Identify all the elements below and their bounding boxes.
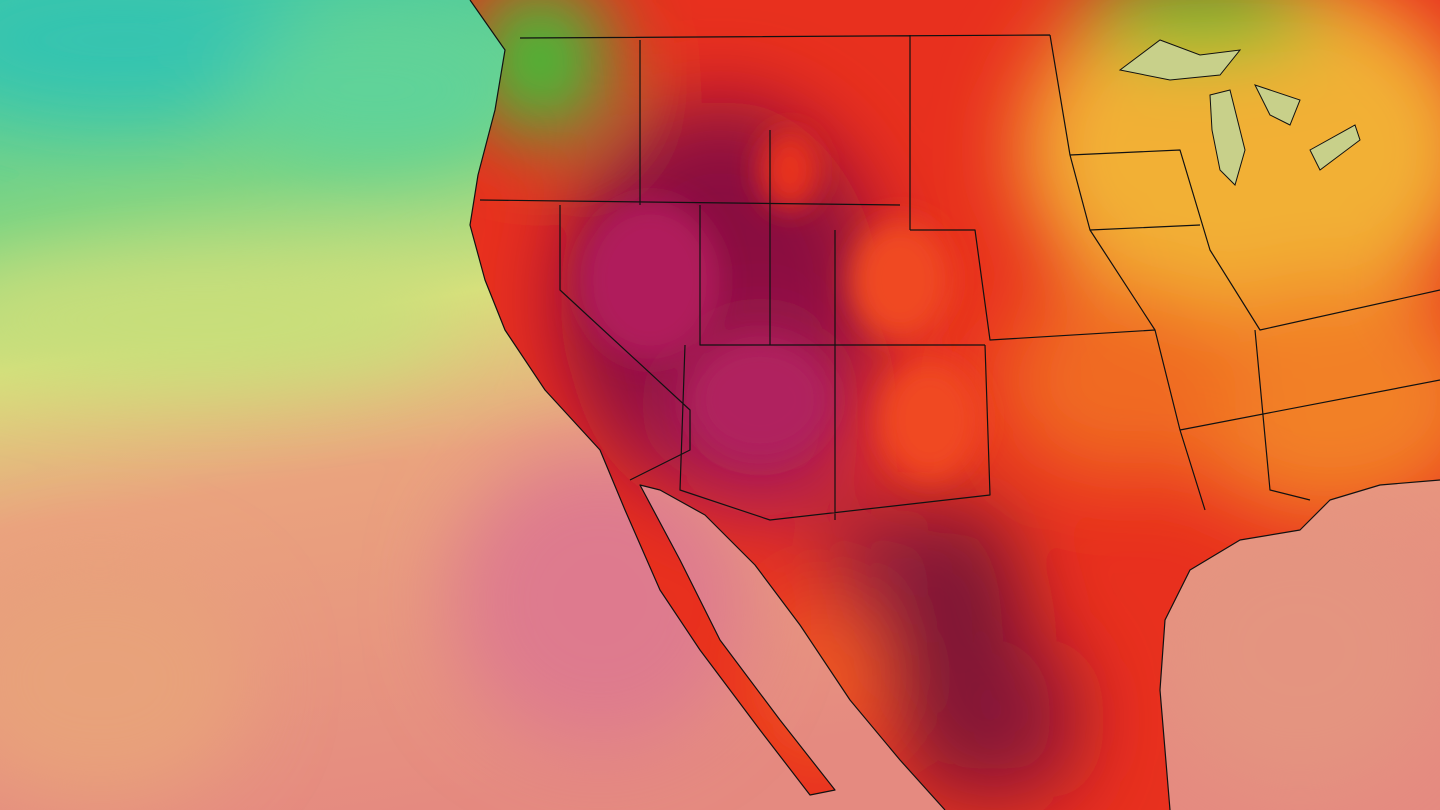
great-lakes [1118, 39, 1361, 186]
borders [469, 0, 1440, 810]
